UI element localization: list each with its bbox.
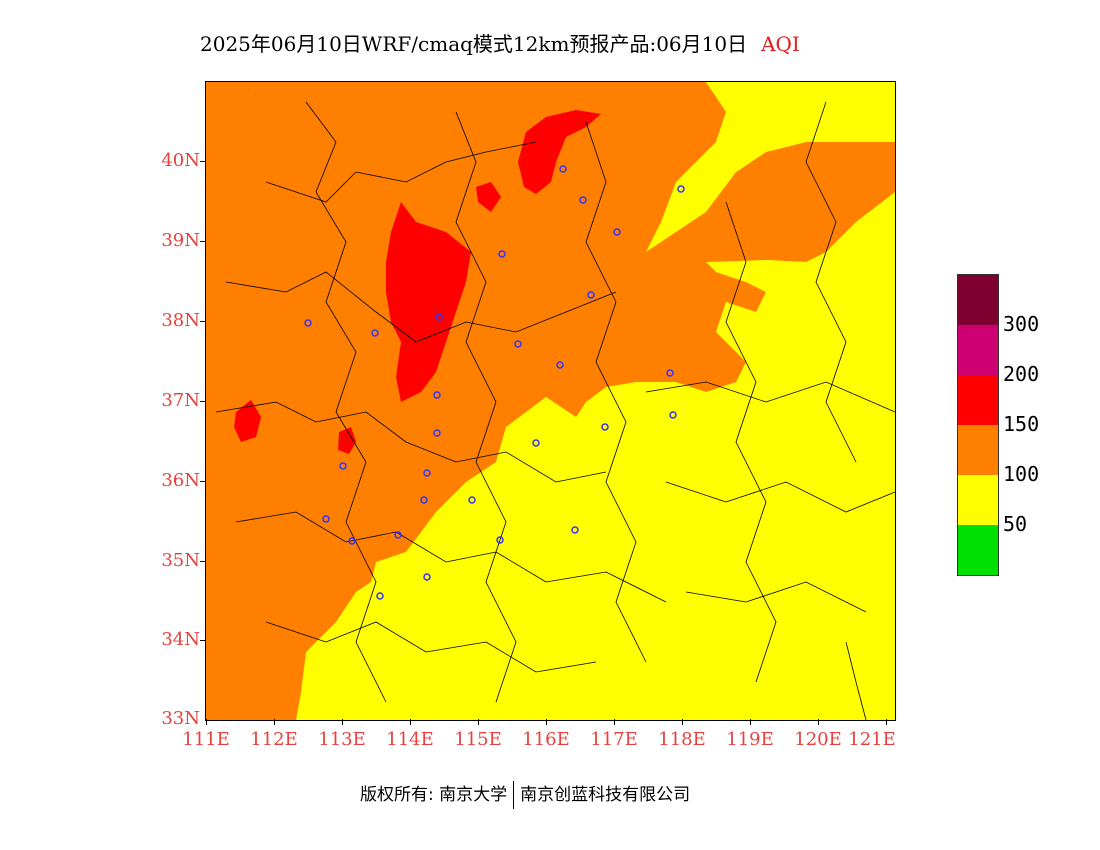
city-marker bbox=[532, 439, 540, 447]
lon-label: 120E bbox=[794, 729, 842, 750]
city-marker bbox=[339, 462, 347, 470]
city-marker bbox=[677, 185, 685, 193]
city-marker bbox=[348, 537, 356, 545]
footer-divider bbox=[513, 781, 515, 809]
lat-label: 34N bbox=[161, 629, 200, 650]
aqi-map bbox=[205, 81, 896, 721]
legend-swatch-unhealthy-sensitive bbox=[958, 425, 998, 475]
city-marker bbox=[394, 531, 402, 539]
lon-tick bbox=[274, 719, 275, 725]
yellow-patch-east bbox=[706, 260, 826, 292]
city-marker bbox=[468, 496, 476, 504]
city-marker bbox=[433, 391, 441, 399]
lat-label: 38N bbox=[161, 310, 200, 331]
lon-label: 118E bbox=[658, 729, 706, 750]
city-marker bbox=[556, 361, 564, 369]
lat-tick bbox=[200, 401, 206, 402]
lon-label: 119E bbox=[726, 729, 774, 750]
lon-tick bbox=[750, 719, 751, 725]
city-marker bbox=[496, 536, 504, 544]
lat-label: 35N bbox=[161, 550, 200, 571]
city-marker bbox=[559, 165, 567, 173]
city-marker bbox=[420, 496, 428, 504]
title-main: 2025年06月10日WRF/cmaq模式12km预报产品:06月10日 bbox=[200, 32, 748, 56]
city-marker bbox=[322, 515, 330, 523]
lat-tick bbox=[200, 161, 206, 162]
lon-tick bbox=[206, 719, 207, 725]
city-marker bbox=[433, 429, 441, 437]
lon-tick bbox=[410, 719, 411, 725]
city-marker bbox=[514, 340, 522, 348]
city-marker bbox=[304, 319, 312, 327]
lat-tick bbox=[200, 481, 206, 482]
legend-label: 200 bbox=[1003, 362, 1040, 386]
city-marker bbox=[423, 469, 431, 477]
orange-region bbox=[206, 82, 256, 192]
lon-tick bbox=[478, 719, 479, 725]
footer-copyright: 版权所有: 南京大学 bbox=[360, 785, 508, 805]
lon-label: 111E bbox=[182, 729, 230, 750]
legend-label: 100 bbox=[1003, 462, 1040, 486]
admin-boundaries bbox=[215, 101, 895, 720]
lat-label: 37N bbox=[161, 390, 200, 411]
lon-label: 114E bbox=[386, 729, 434, 750]
lat-label: 39N bbox=[161, 230, 200, 251]
city-marker bbox=[669, 411, 677, 419]
lat-label: 40N bbox=[161, 150, 200, 171]
city-marker bbox=[423, 573, 431, 581]
yellow-patch-ne bbox=[716, 82, 895, 172]
legend-label: 50 bbox=[1003, 512, 1028, 536]
lon-label: 116E bbox=[522, 729, 570, 750]
city-marker bbox=[601, 423, 609, 431]
chart-title: 2025年06月10日WRF/cmaq模式12km预报产品:06月10日 AQI bbox=[200, 28, 800, 57]
legend-swatch-hazardous bbox=[958, 275, 998, 325]
lon-label: 113E bbox=[318, 729, 366, 750]
lon-tick bbox=[614, 719, 615, 725]
footer-company: 南京创蓝科技有限公司 bbox=[520, 785, 691, 805]
red-region-mid bbox=[338, 427, 356, 454]
legend-swatch-very-unhealthy bbox=[958, 325, 998, 375]
city-markers bbox=[304, 165, 685, 600]
lat-label: 33N bbox=[161, 708, 200, 729]
city-marker bbox=[435, 313, 443, 321]
city-marker bbox=[371, 329, 379, 337]
lat-tick bbox=[200, 640, 206, 641]
legend-label: 150 bbox=[1003, 412, 1040, 436]
footer: 版权所有: 南京大学 南京创蓝科技有限公司 bbox=[360, 780, 690, 809]
city-marker bbox=[613, 228, 621, 236]
orange-region-main bbox=[206, 82, 895, 720]
aqi-legend bbox=[957, 274, 999, 576]
lon-label: 117E bbox=[590, 729, 638, 750]
title-variable: AQI bbox=[761, 32, 800, 56]
legend-label: 300 bbox=[1003, 312, 1040, 336]
red-region-west bbox=[234, 400, 261, 442]
legend-swatch-moderate bbox=[958, 475, 998, 525]
city-marker bbox=[587, 291, 595, 299]
lat-tick bbox=[200, 321, 206, 322]
red-region-central bbox=[386, 202, 471, 402]
red-region-north bbox=[518, 110, 601, 194]
lon-tick bbox=[886, 719, 887, 725]
lon-tick bbox=[546, 719, 547, 725]
red-region-small-n bbox=[476, 182, 501, 212]
legend-swatch-good bbox=[958, 525, 998, 575]
lat-label: 36N bbox=[161, 470, 200, 491]
lon-label: 115E bbox=[454, 729, 502, 750]
legend-swatch-unhealthy bbox=[958, 375, 998, 425]
lon-tick bbox=[682, 719, 683, 725]
lon-tick bbox=[342, 719, 343, 725]
lat-tick bbox=[200, 561, 206, 562]
aqi-map-svg bbox=[206, 82, 895, 720]
city-marker bbox=[498, 250, 506, 258]
city-marker bbox=[579, 196, 587, 204]
lon-tick bbox=[818, 719, 819, 725]
city-marker bbox=[666, 369, 674, 377]
lon-label: 121E bbox=[848, 729, 896, 750]
city-marker bbox=[376, 592, 384, 600]
lon-label: 112E bbox=[250, 729, 298, 750]
city-marker bbox=[571, 526, 579, 534]
lat-tick bbox=[200, 241, 206, 242]
